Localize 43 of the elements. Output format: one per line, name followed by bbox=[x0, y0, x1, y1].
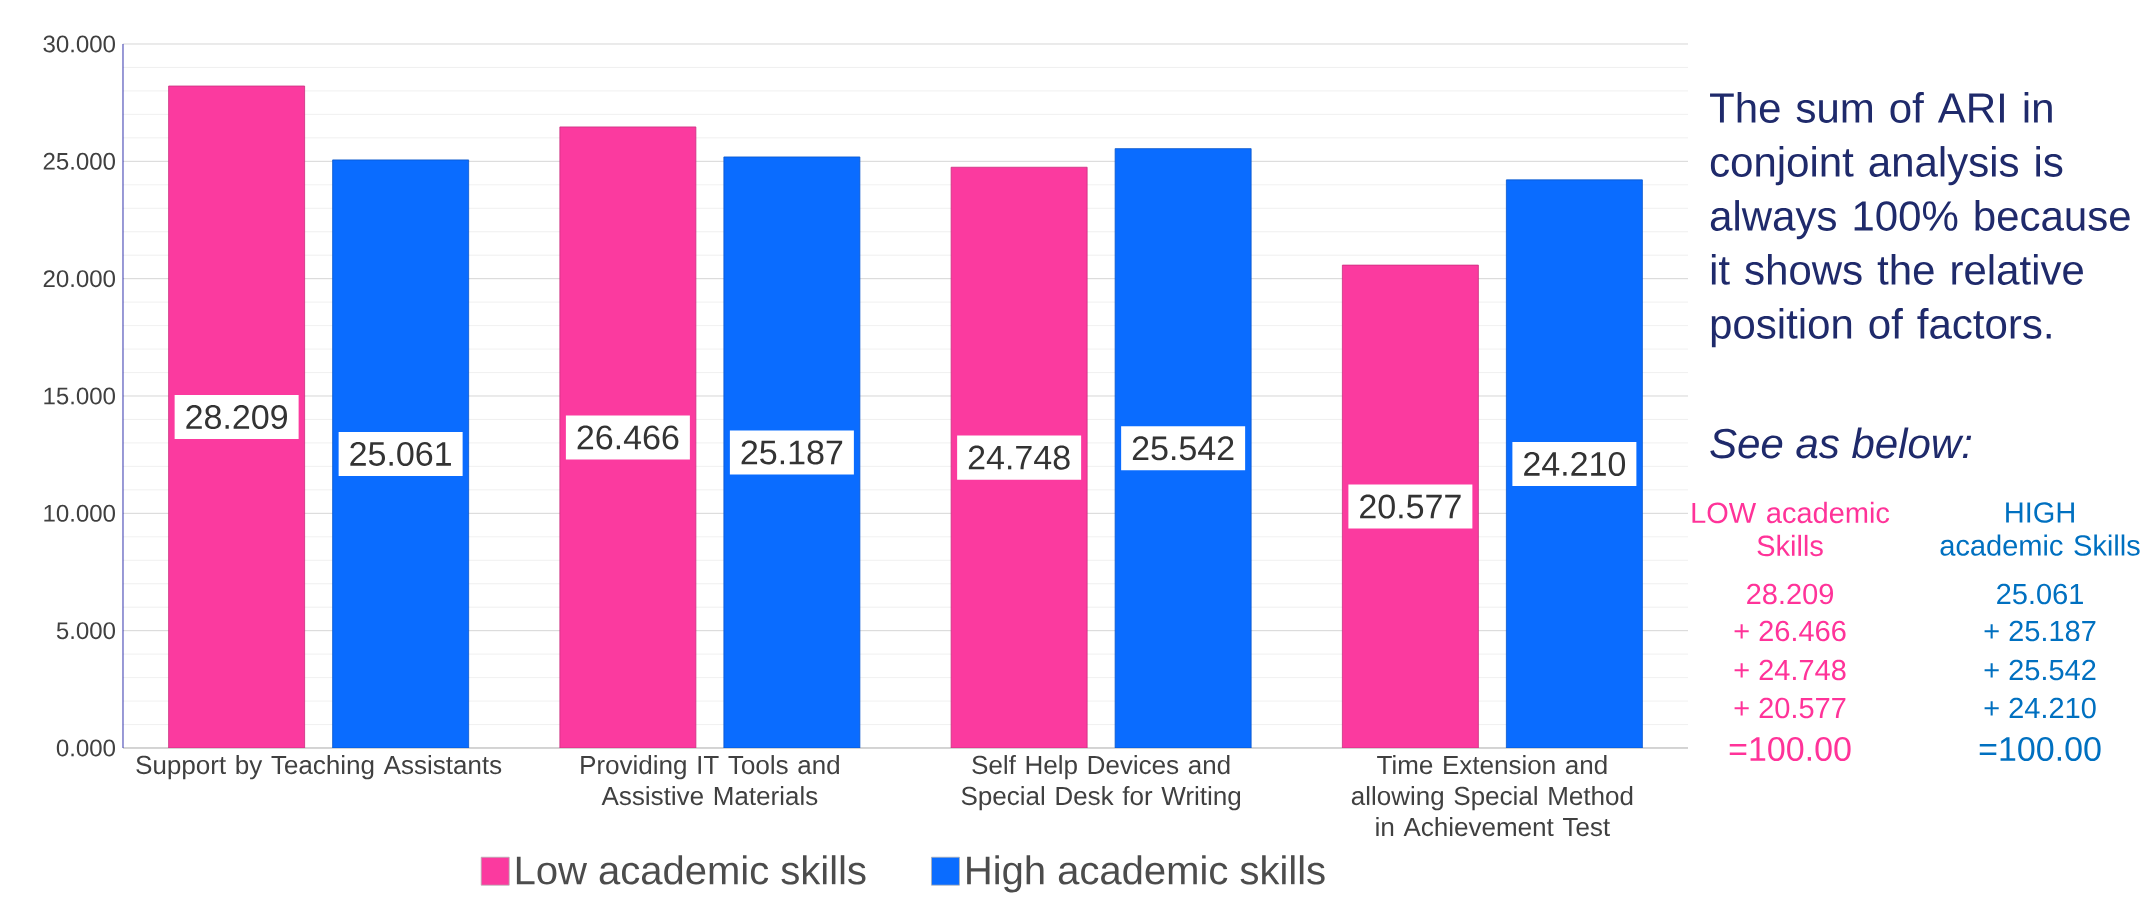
data-label: 28.209 bbox=[186, 404, 288, 430]
text: + 20.577 bbox=[1734, 697, 1846, 719]
x-tick-label: Self Help Devices and Special Desk for Writing bbox=[961, 755, 1241, 811]
bar bbox=[1505, 179, 1643, 748]
text: 25.061 bbox=[1997, 583, 2083, 605]
bar bbox=[723, 156, 861, 748]
data-label: 26.466 bbox=[577, 425, 679, 450]
text: + 25.542 bbox=[1984, 659, 2096, 681]
legend-label: High academic skills bbox=[967, 855, 1325, 893]
data-label: 20.577 bbox=[1360, 494, 1461, 519]
text: LOW academic Skills bbox=[1692, 501, 1890, 557]
text: 28.209 bbox=[1747, 583, 1834, 605]
text: + 26.466 bbox=[1734, 620, 1846, 642]
y-tick-label: 25.000 bbox=[43, 152, 115, 170]
x-tick-label: Providing IT Tools and Assistive Materials bbox=[581, 755, 839, 806]
data-label: 24.748 bbox=[968, 445, 1070, 470]
text: HIGH academic Skills bbox=[1940, 502, 2140, 556]
y-tick-label: 30.000 bbox=[43, 35, 115, 53]
bar bbox=[1114, 148, 1252, 748]
text: =100.00 bbox=[1979, 736, 2101, 762]
text: See as below: bbox=[1710, 427, 1972, 459]
y-tick-label: 5.000 bbox=[56, 622, 115, 640]
text: + 25.187 bbox=[1984, 620, 2096, 642]
bar bbox=[168, 85, 306, 748]
y-tick-label: 15.000 bbox=[44, 387, 115, 405]
bar bbox=[1341, 264, 1479, 748]
x-tick-label: Time Extension and allowing Special Method in Achievement Test bbox=[1351, 755, 1633, 837]
data-label: 25.542 bbox=[1132, 436, 1234, 461]
text: + 24.210 bbox=[1984, 697, 2096, 719]
y-tick-label: 10.000 bbox=[44, 504, 115, 522]
y-tick-label: 20.000 bbox=[43, 270, 115, 288]
data-label: 25.061 bbox=[350, 441, 451, 466]
bar bbox=[332, 159, 470, 748]
bar bbox=[559, 126, 697, 748]
text: + 24.748 bbox=[1734, 659, 1846, 681]
y-tick-label: 0.000 bbox=[56, 739, 115, 757]
text: The sum of ARI in conjoint analysis is always 100% because it shows the relative position of factors. bbox=[1710, 92, 2130, 348]
legend-label: Low academic skills bbox=[516, 855, 866, 885]
data-label: 24.210 bbox=[1524, 451, 1626, 476]
data-label: 25.187 bbox=[741, 440, 843, 465]
text: =100.00 bbox=[1729, 736, 1851, 762]
x-tick-label: Support by Teaching Assistants bbox=[136, 755, 502, 780]
bar bbox=[950, 166, 1088, 748]
